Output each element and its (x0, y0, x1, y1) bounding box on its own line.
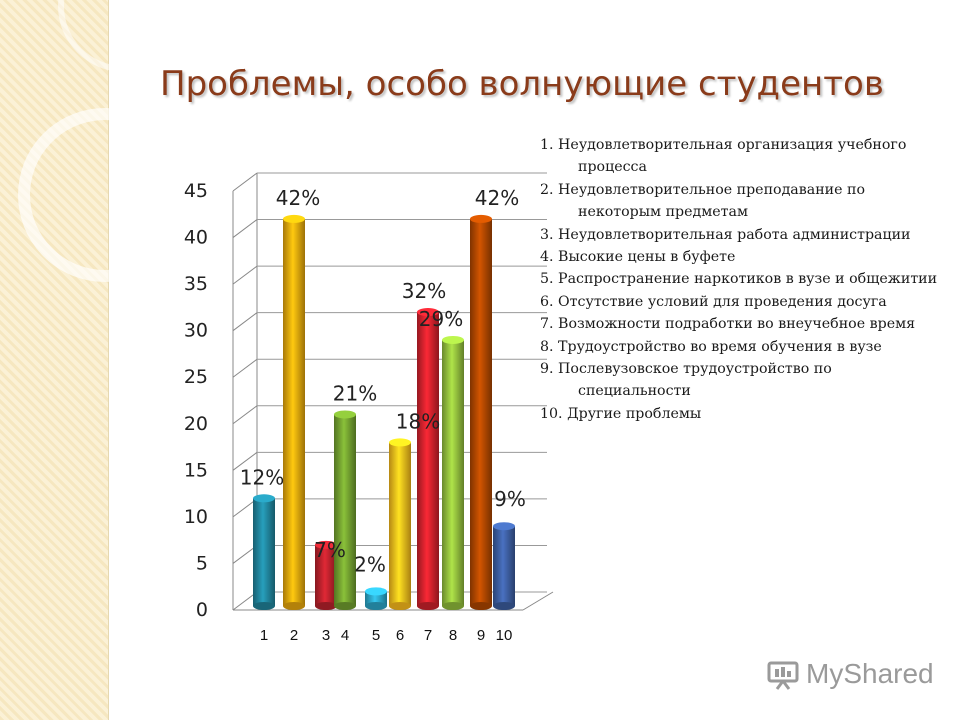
logo-text: MyShared (806, 658, 934, 689)
y-tick-label: 20 (184, 413, 208, 435)
gridline-side (232, 219, 258, 238)
presentation-icon (767, 661, 799, 690)
data-label: 29% (419, 307, 463, 331)
gridline-side (232, 405, 258, 425)
x-tick-label: 2 (290, 627, 298, 644)
data-label: 9% (494, 487, 526, 511)
legend-item: 4. Высокие цены в буфете (540, 249, 736, 266)
legend-item: 3. Неудовлетворительная работа администр… (540, 226, 911, 243)
bar-6 (389, 442, 411, 606)
floor-edge (522, 591, 554, 611)
bar-3 (315, 544, 337, 606)
gridline-side (232, 451, 258, 471)
y-tick-label: 15 (184, 459, 208, 481)
bar-base-5 (365, 602, 387, 610)
bar-top-3 (315, 540, 337, 549)
bar-base-7 (417, 602, 439, 610)
chart-legend: 1. Неудовлетворительная организация учеб… (540, 134, 940, 425)
bar-base-3 (315, 602, 337, 610)
y-tick-label: 0 (196, 599, 208, 621)
legend-item: 2. Неудовлетворительное преподавание по … (540, 181, 866, 221)
legend-item: 10. Другие проблемы (540, 405, 702, 422)
bar-base-2 (283, 602, 305, 610)
legend-item: 7. Возможности подработки во внеучебное … (540, 316, 916, 333)
bar-8 (442, 339, 464, 606)
bar-1 (253, 498, 275, 606)
bar-2 (283, 218, 305, 606)
x-tick-label: 3 (322, 627, 330, 644)
data-label: 42% (276, 186, 320, 210)
data-label: 7% (314, 538, 346, 562)
legend-item: 1. Неудовлетворительная организация учеб… (540, 137, 907, 176)
bar-top-4 (334, 410, 356, 419)
bar-base-4 (334, 602, 356, 610)
y-tick-label: 45 (184, 180, 208, 202)
data-label: 2% (354, 552, 386, 576)
legend-item: 8. Трудоустройство во время обучения в в… (540, 338, 882, 355)
bar-top-6 (389, 438, 411, 447)
bar-base-10 (493, 602, 515, 610)
x-tick-label: 4 (341, 627, 349, 644)
x-tick-label: 9 (477, 627, 485, 644)
gridline-side (232, 172, 258, 192)
bar-base-9 (470, 602, 492, 610)
bar-top-10 (493, 522, 515, 531)
x-tick-label: 6 (396, 627, 404, 644)
y-tick-label: 40 (184, 227, 208, 249)
gridline-side (232, 358, 258, 378)
legend-item: 6. Отсутствие условий для проведения дос… (540, 293, 887, 310)
y-tick-label: 10 (184, 506, 208, 528)
legend-item: 5. Распространение наркотиков в вузе и о… (540, 271, 938, 288)
bar-top-1 (253, 494, 275, 503)
y-tick-label: 25 (184, 366, 208, 388)
bar-base-1 (253, 602, 275, 610)
y-tick-label: 35 (184, 273, 208, 295)
myshared-logo: MyShared (766, 654, 936, 694)
bar-top-2 (283, 214, 305, 223)
x-tick-label: 10 (496, 627, 513, 644)
x-tick-label: 5 (372, 627, 380, 644)
bar-base-6 (389, 602, 411, 610)
x-tick-label: 8 (449, 627, 457, 644)
x-tick-label: 7 (424, 627, 432, 644)
bar-base-8 (442, 602, 464, 610)
legend-item: 9. Послевузовское трудоустройство по спе… (540, 361, 832, 400)
data-label: 42% (475, 186, 519, 210)
x-tick-label: 1 (260, 627, 268, 644)
bar-7 (417, 312, 439, 606)
y-tick-label: 30 (184, 320, 208, 342)
bar-10 (493, 526, 515, 606)
page-title: Проблемы, особо волнующие студентов (160, 64, 884, 104)
bar-top-9 (470, 214, 492, 223)
gridline-side (232, 312, 258, 332)
bar-top-7 (417, 308, 439, 317)
gridline-side (232, 265, 258, 285)
data-label: 12% (240, 465, 284, 489)
bar-5 (365, 591, 387, 606)
bar-top-5 (365, 587, 387, 596)
bar-9 (470, 218, 492, 606)
bar-top-8 (442, 335, 464, 344)
data-label: 21% (333, 381, 377, 405)
data-label: 32% (402, 279, 446, 303)
y-tick-label: 5 (196, 552, 208, 574)
bar-4 (334, 414, 356, 606)
data-label: 18% (396, 409, 440, 433)
